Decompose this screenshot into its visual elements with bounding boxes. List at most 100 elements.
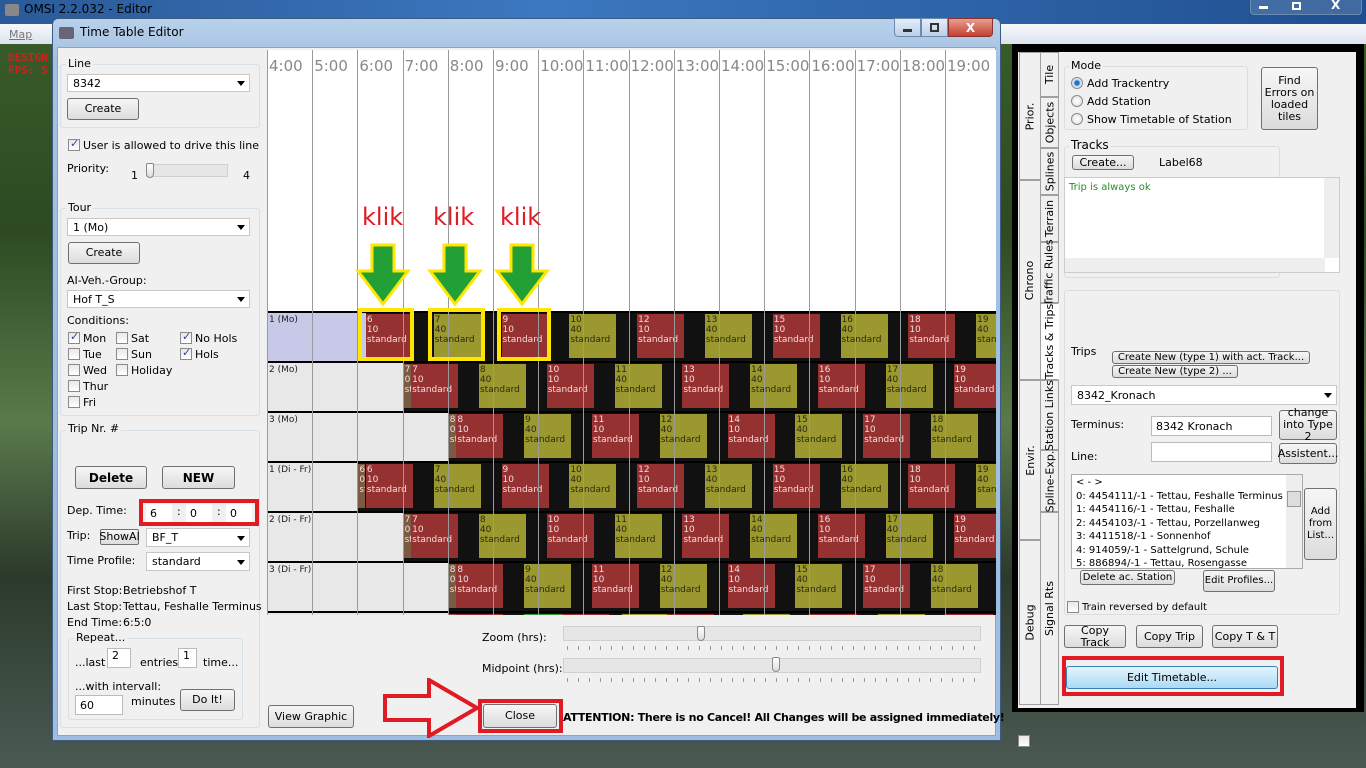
trip-block[interactable]: 17 10 standard [863, 564, 911, 608]
trip-block[interactable]: 70standard [403, 514, 411, 558]
priority-slider[interactable] [146, 164, 228, 177]
zoom-slider-thumb[interactable] [696, 626, 705, 641]
ai-group-select[interactable]: Hof T_S [67, 290, 250, 308]
trip-block[interactable]: 7 40 standard [433, 464, 481, 508]
trip-block[interactable]: 16 40 standard [840, 314, 888, 358]
edit-profiles-button[interactable]: Edit Profiles... [1203, 570, 1275, 592]
repeat-times-input[interactable]: 1 [178, 648, 197, 668]
tab-splines[interactable]: Splines [1040, 148, 1059, 195]
trip-block[interactable]: 11 10 standard [591, 564, 639, 608]
trip-block[interactable]: 1030standard [561, 614, 609, 615]
tab-terrain[interactable]: Terrain [1040, 195, 1059, 242]
trip-block[interactable]: 14 10 standard [727, 564, 775, 608]
terminus-input[interactable]: 8342 Kronach [1151, 416, 1272, 436]
zoom-slider[interactable] [563, 626, 981, 641]
new-trip-button[interactable]: NEW [162, 466, 235, 489]
change-type-button[interactable]: change into Type 2 [1279, 407, 1337, 443]
minimize-button[interactable] [894, 18, 921, 37]
trip-block[interactable]: 8 40 standard [478, 514, 526, 558]
trip-block[interactable]: 80standard [448, 614, 456, 615]
trip-block[interactable]: 12 10 standard [637, 464, 685, 508]
tab-envir[interactable]: Envir. [1019, 380, 1041, 540]
view-graphic-button[interactable]: View Graphic [268, 705, 354, 728]
condition-fri-checkbox[interactable] [68, 396, 80, 408]
radio-show-timetable[interactable] [1071, 113, 1083, 125]
bottom-checkbox[interactable] [1018, 735, 1030, 747]
create-track-button[interactable]: Create... [1072, 155, 1134, 170]
copy-track-button[interactable]: Copy Track [1064, 624, 1126, 648]
maximize-button[interactable] [921, 18, 948, 37]
station-list[interactable]: < - > 0: 4454111/-1 - Tettau, Feshalle Te… [1071, 474, 1303, 569]
close-window-button[interactable]: X [948, 18, 993, 37]
dep-second-input[interactable]: 0 [226, 504, 252, 522]
vertical-scrollbar[interactable] [1324, 178, 1339, 258]
dep-hour-input[interactable]: 6 [146, 504, 172, 522]
trip-block[interactable]: 10 10 standard [546, 364, 594, 408]
trip-block[interactable]: 16 40 standard [840, 464, 888, 508]
station-list-item[interactable]: 4: 914059/-1 - Sattelgrund, Schule [1076, 544, 1249, 556]
radio-add-station[interactable] [1071, 95, 1083, 107]
trip-block[interactable]: 19 10 standard [953, 364, 996, 408]
trip-block[interactable]: 18 10 standard [908, 314, 956, 358]
train-reversed-checkbox[interactable] [1067, 601, 1079, 613]
station-list-item[interactable]: 1: 4454116/-1 - Tettau, Feshalle [1076, 504, 1235, 515]
assistent-button[interactable]: Assistent... [1278, 443, 1338, 464]
close-button[interactable]: Close [483, 704, 557, 728]
close-icon[interactable]: X [1331, 0, 1341, 12]
trip-block[interactable]: 15 40 standard [795, 414, 843, 458]
trip-block[interactable]: 17 40 standard [885, 514, 933, 558]
do-it-button[interactable]: Do It! [180, 689, 235, 711]
delete-trip-button[interactable]: Delete [75, 466, 147, 489]
condition-holiday-checkbox[interactable] [116, 364, 128, 376]
trip-block[interactable]: 6 10 standard [365, 314, 413, 358]
tab-station-links[interactable]: Station Links [1040, 380, 1059, 450]
trip-block[interactable]: 14 40 standard [750, 514, 798, 558]
tab-signal-rts[interactable]: Signal Rts [1040, 512, 1059, 705]
condition-mon-checkbox[interactable] [68, 330, 80, 344]
create-line-button[interactable]: Create [67, 98, 139, 120]
trip-block[interactable]: 16 10 standard [817, 514, 865, 558]
trip-block[interactable]: 7 40 standard [433, 314, 481, 358]
station-list-item[interactable]: 2: 4454103/-1 - Tettau, Porzellanweg [1076, 517, 1260, 529]
trip-block[interactable]: 15 10 standard [772, 314, 820, 358]
trip-block[interactable]: 9 10 standard [501, 464, 549, 508]
trip-block[interactable]: 12 40 standard [659, 414, 707, 458]
trip-block[interactable]: 1730standard [878, 614, 926, 615]
condition-thur-checkbox[interactable] [68, 380, 80, 392]
trip-block[interactable]: 19 10 standard [953, 514, 996, 558]
create-type2-button[interactable]: Create New (type 2) ... [1112, 365, 1238, 378]
trip-block[interactable]: 10 40 standard [569, 464, 617, 508]
trip-select[interactable]: BF_T [146, 528, 250, 547]
trip-block[interactable]: 16 10 standard [817, 364, 865, 408]
midpoint-slider-thumb[interactable] [772, 657, 780, 672]
trip-block[interactable]: 12 40 standard [659, 564, 707, 608]
trip-block[interactable]: 190standard [946, 614, 993, 615]
trip-block[interactable]: 1430standard [742, 614, 790, 615]
trip-block[interactable]: 17 40 standard [885, 364, 933, 408]
time-profile-select[interactable]: standard [146, 552, 250, 571]
repeat-entries-input[interactable]: 2 [107, 648, 131, 668]
station-list-item[interactable]: 3: 4411518/-1 - Sonnenhof [1076, 531, 1211, 542]
tab-prior[interactable]: Prior. [1019, 52, 1041, 180]
trip-block[interactable]: 10 40 standard [569, 314, 617, 358]
tab-tracks-trips[interactable]: Tracks & Trips [1040, 303, 1059, 380]
trip-block[interactable]: 13 10 standard [682, 514, 730, 558]
add-from-list-button[interactable]: Add from List... [1304, 488, 1337, 560]
trip-block[interactable]: 14 40 standard [750, 364, 798, 408]
tour-select[interactable]: 1 (Mo) [67, 218, 250, 236]
trip-block[interactable]: 14 10 standard [727, 414, 775, 458]
trip-block[interactable]: 18 40 standard [930, 414, 978, 458]
station-list-scrollbar[interactable] [1286, 475, 1302, 568]
trip-block[interactable]: 13 10 standard [682, 364, 730, 408]
trip-block[interactable]: 60standard [358, 464, 366, 508]
line-select[interactable]: 8342 [67, 74, 250, 92]
trip-block[interactable]: 15 10 standard [772, 464, 820, 508]
minimize-icon[interactable] [1259, 6, 1268, 9]
trip-block[interactable]: 1940standard [976, 314, 996, 358]
tab-spline-exp-[interactable]: Spline-Exp. [1040, 450, 1059, 512]
copy-trip-button[interactable]: Copy Trip [1136, 625, 1203, 648]
trip-block[interactable]: 15 40 standard [795, 564, 843, 608]
trip-select[interactable]: 8342_Kronach [1071, 385, 1337, 405]
